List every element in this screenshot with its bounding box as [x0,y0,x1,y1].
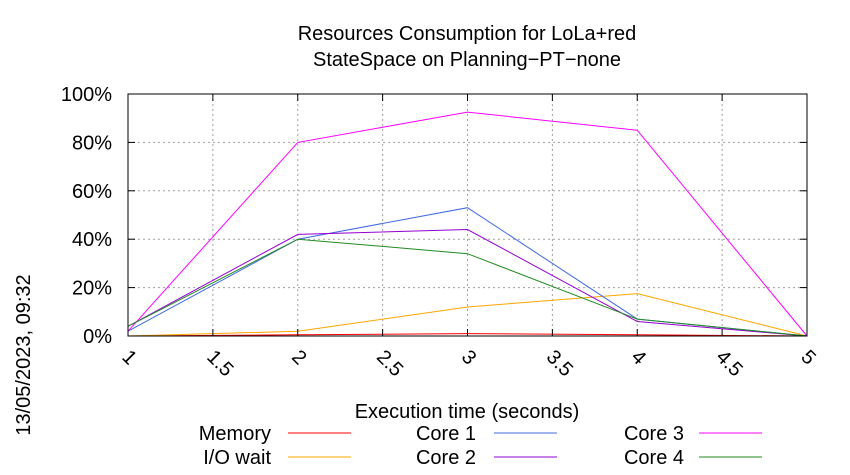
legend-label-core-1: Core 1 [416,423,476,445]
y-tick-label: 0% [83,326,112,348]
grid [128,94,807,336]
series-line-core-2 [127,228,808,337]
legend-label-i-o-wait: I/O wait [203,447,271,469]
x-axis-label: Execution time (seconds) [355,401,580,423]
y-tick-label: 20% [72,278,112,300]
timestamp-label: 13/05/2023, 09:32 [13,274,35,435]
x-tick-label: 1 [117,346,140,369]
x-tick-label: 2 [287,346,310,369]
x-tick-label: 2.5 [372,346,407,381]
y-tick-label: 60% [72,181,112,203]
legend-label-core-4: Core 4 [624,447,684,469]
series-line-core-1 [127,207,808,337]
series-line-core-4 [127,238,808,337]
legend-label-memory: Memory [199,423,271,445]
axis-ticks: 0% 20% 40% 60% 80% 100% 1 1.5 2 2.5 3 3.5 4 4.5 5 [61,84,820,381]
y-tick-label: 100% [61,84,112,106]
x-tick-label: 4.5 [712,346,747,381]
x-tick-label: 3.5 [542,346,577,381]
x-tick-label: 4 [627,346,650,369]
chart-title: Resources Consumption for LoLa+red [298,23,637,45]
legend-label-core-3: Core 3 [624,423,684,445]
x-tick-label: 5 [796,346,819,369]
y-tick-label: 40% [72,229,112,251]
x-tick-label: 3 [457,346,480,369]
series-lines [127,111,808,337]
y-tick-label: 80% [72,132,112,154]
chart-subtitle: StateSpace on Planning−PT−none [313,49,621,71]
series-line-core-3 [127,111,808,337]
series-line-i-o-wait [127,293,808,337]
x-tick-label: 1.5 [202,346,237,381]
legend-label-core-2: Core 2 [416,447,476,469]
